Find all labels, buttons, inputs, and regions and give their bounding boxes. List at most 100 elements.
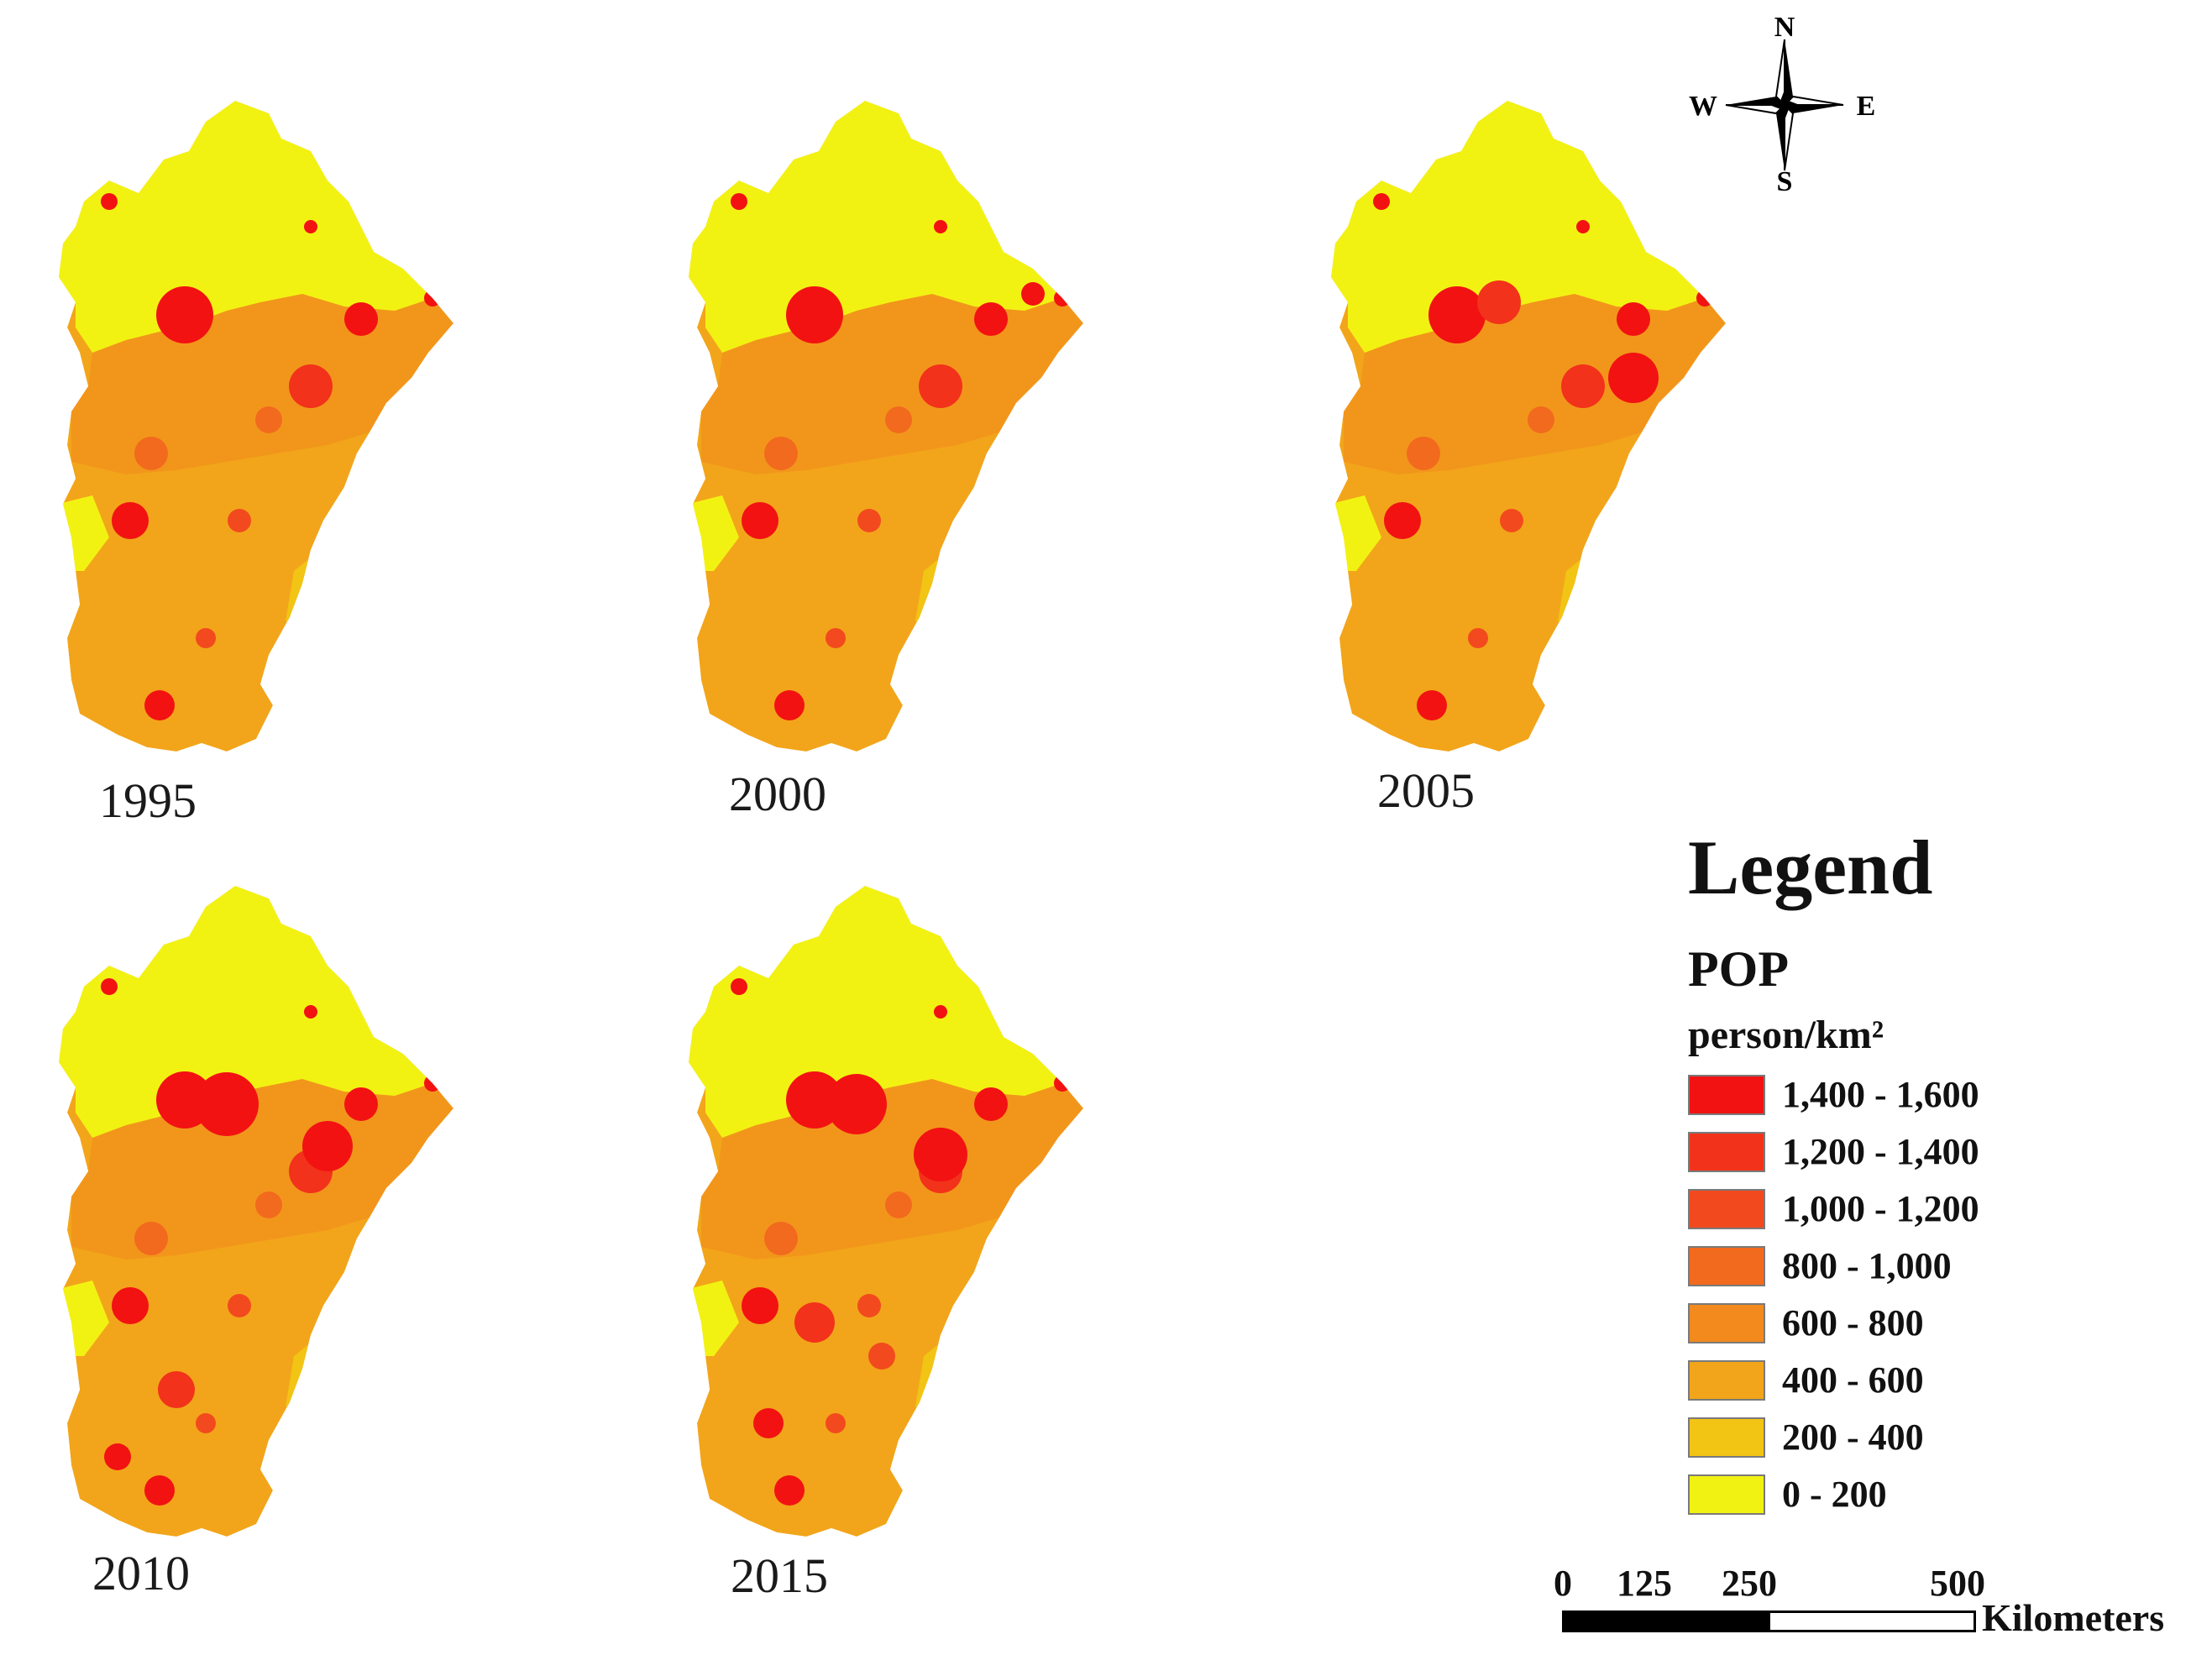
map-fill: [689, 886, 1083, 1537]
density-region-north: [689, 886, 1062, 1138]
urban-density-patch: [934, 220, 947, 233]
urban-density-patch: [1608, 353, 1659, 403]
urban-density-patch: [934, 1005, 947, 1019]
legend-swatch: [1688, 1417, 1765, 1458]
urban-density-patch: [826, 1413, 846, 1433]
urban-density-patch: [731, 193, 747, 210]
legend-item: 600 - 800: [1688, 1303, 2074, 1347]
legend-swatch: [1688, 1075, 1765, 1115]
urban-density-patch: [1500, 509, 1523, 532]
legend-item-label: 0 - 200: [1782, 1474, 1887, 1515]
map-2005: [1331, 101, 1785, 756]
density-region-north: [59, 886, 432, 1138]
north-arrow-icon: N S E W: [1688, 12, 1881, 197]
urban-density-patch: [885, 406, 912, 433]
urban-density-patch: [1696, 290, 1713, 306]
map-2000: [689, 101, 1142, 756]
urban-density-patch: [1561, 364, 1605, 408]
density-region-central: [71, 294, 453, 474]
urban-density-patch: [794, 1302, 835, 1343]
urban-density-patch: [144, 690, 175, 720]
urban-density-patch: [255, 1191, 282, 1218]
legend-swatch: [1688, 1360, 1765, 1401]
urban-density-patch: [1617, 302, 1650, 336]
legend-item: 1,200 - 1,400: [1688, 1132, 2074, 1176]
urban-density-patch: [112, 1287, 149, 1324]
urban-density-patch: [774, 690, 805, 720]
urban-density-patch: [764, 1222, 798, 1255]
legend-field: POP: [1688, 941, 1789, 997]
map-fill: [59, 886, 453, 1537]
map-fill: [59, 101, 453, 752]
year-label-2005: 2005: [1377, 763, 1475, 818]
compass-e: E: [1857, 91, 1876, 122]
compass-n: N: [1774, 13, 1795, 43]
urban-density-patch: [753, 1408, 784, 1438]
urban-density-patch: [156, 286, 213, 343]
legend-swatch: [1688, 1474, 1765, 1515]
density-region-central: [1344, 294, 1726, 474]
legend-item-label: 400 - 600: [1782, 1359, 1924, 1401]
legend-item-label: 1,400 - 1,600: [1782, 1074, 1979, 1115]
scale-segment-black: [1562, 1610, 1770, 1632]
year-label-2015: 2015: [731, 1548, 828, 1603]
map-fill: [1331, 101, 1726, 752]
urban-density-patch: [914, 1128, 967, 1181]
urban-density-patch: [974, 1087, 1008, 1121]
density-region-central: [701, 1079, 1083, 1260]
legend-item-label: 200 - 400: [1782, 1417, 1924, 1458]
urban-density-patch: [826, 628, 846, 648]
map-2010: [59, 886, 512, 1541]
urban-density-patch: [919, 364, 962, 408]
urban-density-patch: [857, 509, 881, 532]
urban-density-patch: [974, 302, 1008, 336]
urban-density-patch: [101, 978, 118, 995]
urban-density-patch: [195, 1072, 259, 1136]
urban-density-patch: [302, 1121, 353, 1171]
urban-density-patch: [196, 1413, 216, 1433]
urban-density-patch: [304, 220, 317, 233]
urban-density-patch: [101, 193, 118, 210]
urban-density-patch: [104, 1443, 131, 1470]
scale-tick-125: 125: [1617, 1563, 1672, 1604]
urban-density-patch: [344, 1087, 378, 1121]
urban-density-patch: [1576, 220, 1590, 233]
density-region-north: [1331, 101, 1705, 353]
legend-item: 1,400 - 1,600: [1688, 1075, 2074, 1118]
year-label-1995: 1995: [99, 773, 197, 828]
urban-density-patch: [857, 1294, 881, 1317]
urban-density-patch: [1054, 290, 1071, 306]
legend-item-label: 600 - 800: [1782, 1302, 1924, 1343]
scale-tick-500: 500: [1930, 1563, 1985, 1604]
urban-density-patch: [196, 628, 216, 648]
legend-title: Legend: [1688, 825, 1933, 910]
scale-tick-0: 0: [1554, 1563, 1572, 1604]
urban-density-patch: [144, 1475, 175, 1506]
density-region-central: [71, 1079, 453, 1260]
density-region-central: [701, 294, 1083, 474]
urban-density-patch: [826, 1074, 887, 1134]
map-1995: [59, 101, 512, 756]
urban-density-patch: [868, 1343, 895, 1370]
legend-swatch: [1688, 1132, 1765, 1172]
density-region-north: [689, 101, 1062, 353]
scale-segment-white: [1768, 1610, 1976, 1632]
urban-density-patch: [424, 1075, 441, 1092]
urban-density-patch: [112, 502, 149, 539]
legend-unit: person/km²: [1688, 1013, 1884, 1057]
urban-density-patch: [1373, 193, 1390, 210]
urban-density-patch: [228, 1294, 251, 1317]
compass-w: W: [1689, 91, 1717, 122]
urban-density-patch: [774, 1475, 805, 1506]
urban-density-patch: [255, 406, 282, 433]
urban-density-patch: [134, 437, 168, 470]
legend-swatch: [1688, 1246, 1765, 1286]
year-label-2000: 2000: [729, 767, 826, 821]
legend-item: 1,000 - 1,200: [1688, 1189, 2074, 1233]
urban-density-patch: [289, 364, 333, 408]
urban-density-patch: [1428, 286, 1486, 343]
urban-density-patch: [742, 502, 778, 539]
legend-item-label: 800 - 1,000: [1782, 1245, 1952, 1286]
scale-units: Kilometers: [1982, 1596, 2165, 1639]
year-label-2010: 2010: [92, 1546, 190, 1600]
